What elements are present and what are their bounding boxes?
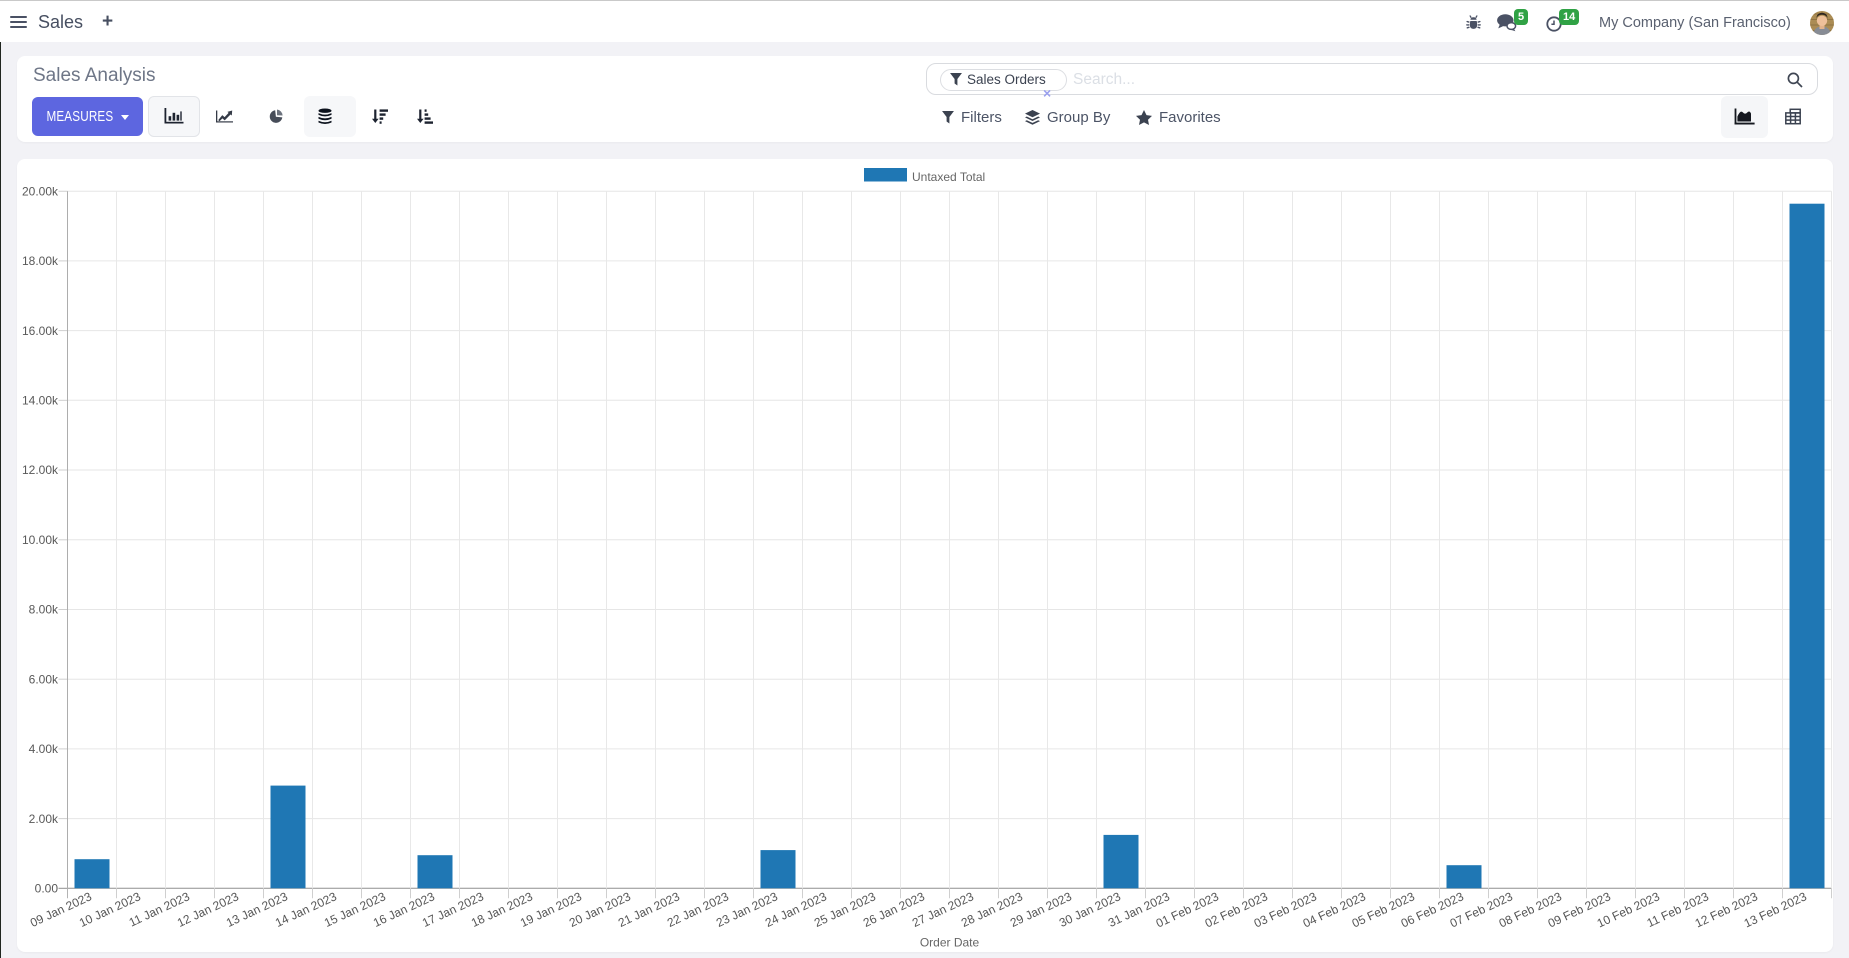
- svg-text:Order Date: Order Date: [920, 935, 980, 949]
- svg-text:14.00k: 14.00k: [22, 394, 59, 408]
- svg-text:12.00k: 12.00k: [22, 463, 59, 477]
- svg-text:4.00k: 4.00k: [29, 742, 59, 756]
- svg-text:2.00k: 2.00k: [29, 812, 59, 826]
- svg-text:6.00k: 6.00k: [29, 672, 59, 686]
- svg-text:18.00k: 18.00k: [22, 254, 59, 268]
- svg-text:20.00k: 20.00k: [22, 184, 59, 198]
- svg-text:8.00k: 8.00k: [29, 603, 59, 617]
- svg-text:Untaxed Total: Untaxed Total: [912, 170, 985, 184]
- svg-text:16.00k: 16.00k: [22, 324, 59, 338]
- svg-text:0.00: 0.00: [35, 882, 59, 896]
- svg-text:10.00k: 10.00k: [22, 533, 59, 547]
